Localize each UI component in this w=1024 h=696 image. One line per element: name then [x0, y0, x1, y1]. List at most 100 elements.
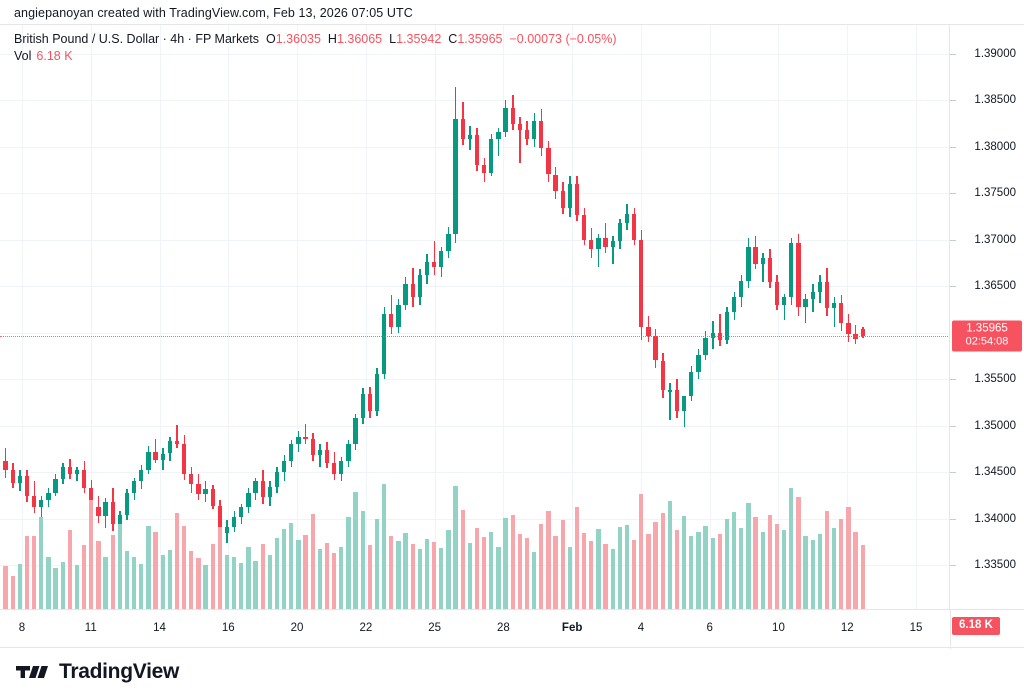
candle-body: [31, 496, 37, 508]
candle-body: [331, 462, 337, 474]
volume-bar: [674, 529, 680, 609]
volume-bar: [539, 523, 544, 609]
volume-bar: [60, 562, 65, 609]
tradingview-logo[interactable]: TradingView: [16, 660, 179, 684]
candle-body: [631, 213, 637, 240]
grid-line-horizontal: [0, 379, 949, 381]
time-axis-tick: 14: [153, 622, 166, 634]
volume-bar: [446, 529, 451, 609]
time-axis[interactable]: 8 11 14 16 20 22 25 28 Feb 4 6 10 12 15: [0, 609, 950, 649]
volume-bar: [431, 542, 437, 609]
candle-body: [446, 234, 451, 251]
volume-bar: [196, 557, 201, 609]
candle-body: [89, 487, 94, 508]
volume-bar: [103, 556, 108, 609]
volume-bar: [274, 538, 280, 609]
chart-frame: 1.39000 1.38500 1.38000 1.37500 1.37000 1.365…: [0, 24, 1024, 649]
tradingview-logo-text: TradingView: [59, 660, 180, 683]
volume-bar: [789, 488, 794, 609]
volume-bar: [860, 544, 865, 609]
candle-body: [539, 120, 544, 149]
candle-body: [239, 507, 244, 517]
current-price-line: [0, 335, 949, 337]
volume-bar: [553, 536, 558, 609]
candle-body: [146, 451, 151, 471]
candle-body: [831, 302, 837, 309]
candle-body: [774, 282, 780, 305]
candle-body: [353, 418, 358, 445]
candle-wick: [719, 314, 721, 346]
price-axis-tick-mark: [950, 518, 956, 520]
candle-body: [289, 444, 294, 461]
volume-bar: [817, 534, 823, 609]
volume-bar: [224, 554, 230, 609]
grid-line-vertical: [365, 25, 367, 609]
grid-line-horizontal: [0, 239, 949, 241]
volume-bar: [839, 519, 844, 609]
time-axis-tick: 20: [290, 622, 304, 634]
candle-body: [246, 492, 251, 508]
price-axis-tick-mark: [950, 565, 956, 567]
candle-body: [503, 107, 508, 132]
candle-body: [589, 239, 594, 249]
grid-line-vertical: [22, 25, 23, 609]
time-axis-tick: 10: [772, 622, 785, 634]
candle-body: [524, 129, 530, 140]
candle-wick: [669, 382, 671, 420]
volume-bar: [181, 525, 187, 609]
candle-body: [317, 449, 323, 456]
candle-body: [389, 314, 394, 328]
candle-body: [310, 438, 315, 456]
candle-body: [803, 299, 808, 307]
chart-plot-area[interactable]: [0, 25, 950, 609]
volume-bar: [710, 538, 715, 609]
candle-body: [460, 118, 465, 140]
volume-bar: [96, 541, 101, 609]
time-axis-tick: Feb: [561, 622, 583, 634]
candle-body: [739, 280, 744, 298]
volume-bar: [396, 541, 401, 609]
candle-body: [767, 258, 773, 283]
volume-bar: [324, 543, 330, 609]
volume-bar: [596, 528, 601, 609]
volume-bar: [174, 513, 180, 609]
volume-bar: [381, 484, 387, 609]
volume-bar: [360, 511, 365, 609]
candle-body: [710, 332, 715, 339]
candle-body: [174, 441, 180, 445]
candle-body: [796, 243, 801, 307]
candle-body: [417, 274, 423, 298]
price-axis-tick: 1.34000: [974, 512, 1016, 525]
volume-bar: [189, 550, 194, 609]
grid-line-vertical: [434, 25, 436, 609]
candle-wick: [762, 252, 764, 283]
volume-bar: [253, 561, 258, 609]
candle-body: [453, 118, 458, 234]
candle-body: [753, 247, 758, 264]
grid-line-vertical: [297, 25, 299, 609]
candle-body: [74, 470, 80, 474]
candle-body: [410, 284, 415, 298]
candle-body: [274, 472, 280, 487]
candle-body: [124, 493, 130, 515]
candle-body: [474, 135, 480, 166]
candle-body: [267, 486, 273, 498]
candle-body: [610, 241, 615, 248]
candle-body: [467, 135, 473, 140]
price-axis[interactable]: 1.39000 1.38500 1.38000 1.37500 1.37000 1.365…: [950, 25, 1024, 635]
candle-wick: [76, 466, 78, 482]
time-axis-tick: 25: [428, 622, 442, 634]
volume-bar: [303, 535, 308, 609]
volume-bar: [460, 510, 465, 609]
candle-body: [646, 327, 651, 337]
candle-body: [824, 282, 830, 309]
volume-bar: [124, 550, 130, 609]
time-axis-corner: [950, 609, 1024, 649]
candle-body: [431, 261, 437, 268]
time-axis-tick: 15: [909, 622, 923, 634]
candle-wick: [833, 297, 835, 327]
time-axis-tick: 16: [221, 622, 235, 634]
volume-bar: [89, 499, 94, 609]
volume-bar: [153, 531, 158, 609]
